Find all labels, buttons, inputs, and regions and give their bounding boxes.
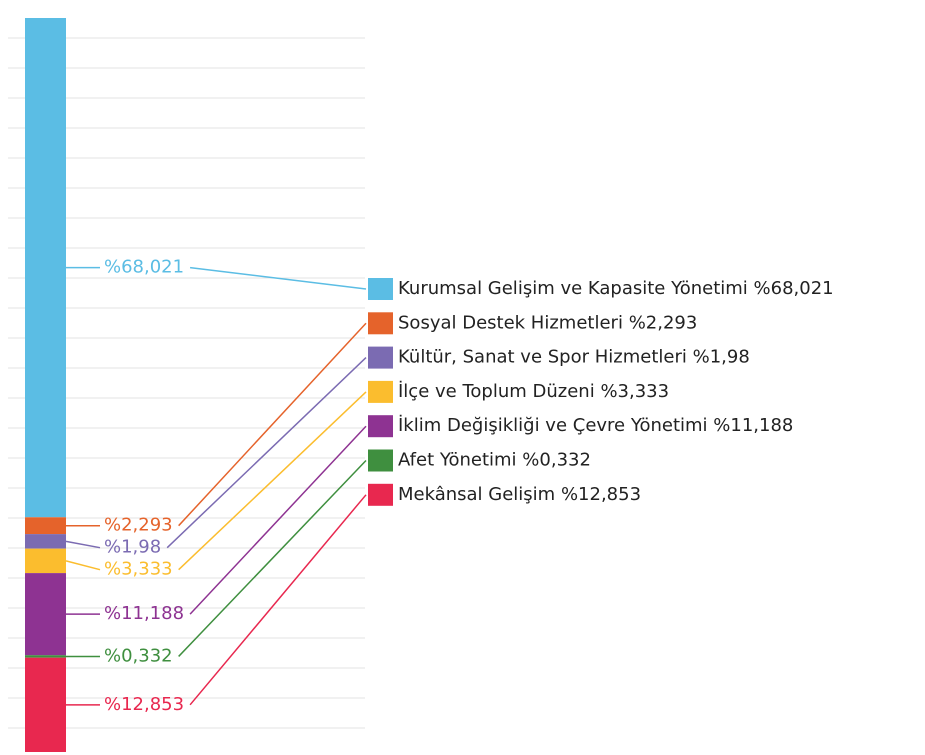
bar-segment (25, 534, 66, 549)
data-label: %68,021 (104, 257, 184, 278)
legend-entry: Sosyal Destek Hizmetleri %2,293 (398, 312, 697, 333)
leader-line (178, 459, 367, 657)
leader-line (178, 322, 367, 527)
legend-name: Afet Yönetimi (398, 450, 517, 471)
legend-swatch (368, 346, 393, 369)
legend-name: Kültür, Sanat ve Spor Hizmetleri (398, 347, 687, 368)
legend-name: Mekânsal Gelişim (398, 484, 555, 505)
legend-entry: İklim Değişikliği ve Çevre Yönetimi %11,… (398, 415, 793, 436)
legend-swatch (368, 278, 393, 300)
data-label: %0,332 (104, 645, 173, 666)
legend-name: İklim Değişikliği ve Çevre Yönetimi (398, 415, 708, 436)
callout-line (65, 560, 101, 571)
legend-name: Sosyal Destek Hizmetleri (398, 312, 623, 333)
leader-line (189, 425, 367, 615)
legend-swatch (368, 483, 393, 506)
legend-value: %12,853 (561, 484, 641, 505)
legend-value: %1,98 (693, 347, 750, 368)
legend-swatch (368, 449, 393, 472)
bar-segment (25, 573, 66, 656)
leader-line (166, 357, 367, 549)
leader-line (189, 494, 367, 706)
legend-value: %2,293 (629, 312, 698, 333)
bar-segment (25, 655, 66, 658)
legend-value: %11,188 (713, 415, 793, 436)
legend-name: İlçe ve Toplum Düzeni (398, 381, 595, 402)
legend-swatch (368, 415, 393, 438)
data-label: %3,333 (104, 559, 173, 580)
bar-segment (25, 517, 66, 535)
legend-entry: Kurumsal Gelişim ve Kapasite Yönetimi %6… (398, 278, 834, 299)
legend-name: Kurumsal Gelişim ve Kapasite Yönetimi (398, 278, 748, 299)
bar-segment (25, 548, 66, 574)
legend-value: %3,333 (600, 381, 669, 402)
legend-entry: İlçe ve Toplum Düzeni %3,333 (398, 381, 669, 402)
callout-line (65, 540, 101, 549)
legend-swatch (368, 312, 393, 335)
legend-value: %68,021 (754, 278, 834, 299)
data-label: %1,98 (104, 537, 161, 558)
legend-entry: Kültür, Sanat ve Spor Hizmetleri %1,98 (398, 347, 750, 368)
data-label: %2,293 (104, 515, 173, 536)
bar-segment (25, 18, 66, 518)
bar-segment (25, 657, 66, 752)
leader-line (178, 391, 367, 571)
data-label: %11,188 (104, 603, 184, 624)
leader-line (190, 266, 367, 290)
data-label: %12,853 (104, 694, 184, 715)
legend-swatch (368, 380, 393, 403)
legend-entry: Mekânsal Gelişim %12,853 (398, 484, 641, 505)
legend-value: %0,332 (522, 450, 591, 471)
legend-entry: Afet Yönetimi %0,332 (398, 450, 591, 471)
